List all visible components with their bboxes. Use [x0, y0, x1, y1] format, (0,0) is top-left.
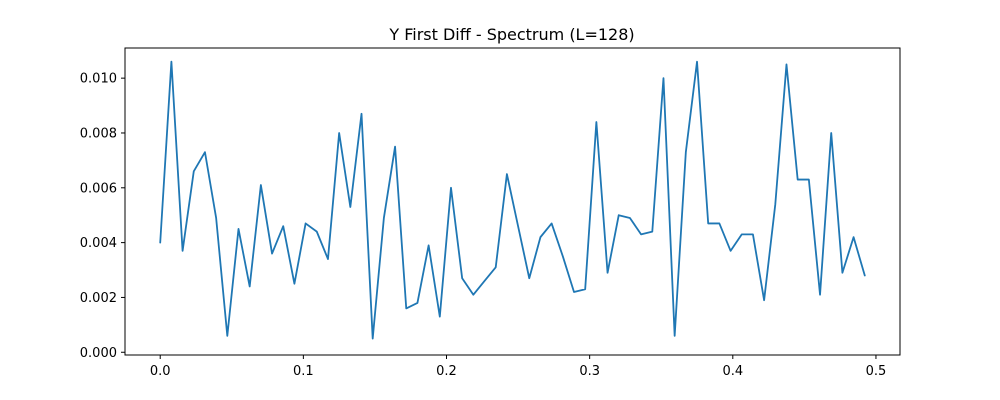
y-tick-label: 0.000 — [80, 346, 117, 361]
plot-area-frame — [124, 47, 901, 356]
x-axis: 0.0 0.1 0.2 0.3 0.4 0.5 — [150, 355, 886, 379]
x-tick-label: 0.5 — [866, 364, 887, 379]
series-line — [159, 60, 866, 340]
x-tick-label: 0.2 — [436, 364, 457, 379]
y-tick-label: 0.006 — [80, 181, 117, 196]
y-tick-label: 0.008 — [80, 126, 117, 141]
chart-title: Y First Diff - Spectrum (L=128) — [388, 25, 634, 44]
x-tick-label: 0.0 — [150, 364, 171, 379]
y-tick-label: 0.004 — [80, 236, 117, 251]
x-tick-label: 0.1 — [293, 364, 314, 379]
x-tick-label: 0.3 — [579, 364, 600, 379]
y-tick-label: 0.010 — [80, 72, 117, 87]
x-tick-label: 0.4 — [722, 364, 743, 379]
series-layer — [159, 60, 866, 340]
y-tick-label: 0.002 — [80, 291, 117, 306]
y-axis: 0.000 0.002 0.004 0.006 0.008 0.010 — [80, 72, 125, 361]
